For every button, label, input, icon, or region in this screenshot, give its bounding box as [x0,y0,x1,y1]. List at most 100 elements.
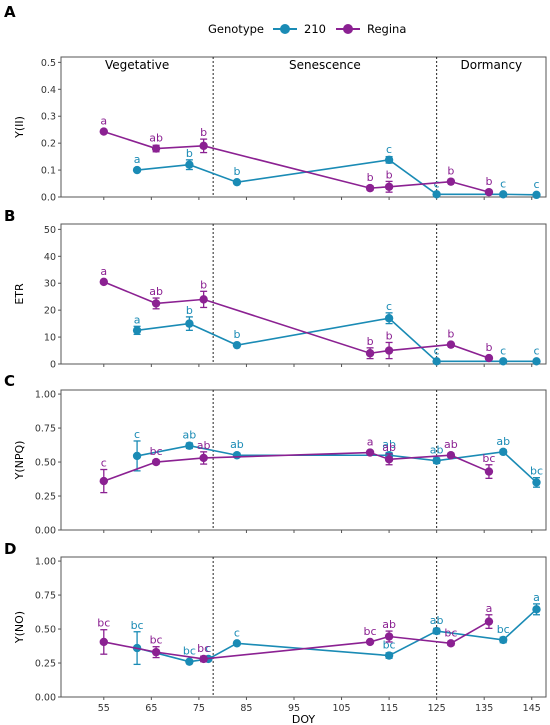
significance-label-210: c [386,300,392,313]
data-point-regina [199,453,208,463]
data-point-regina [484,617,494,626]
data-point-210 [532,190,541,200]
y-tick-label: 20 [44,306,56,317]
data-point-210 [432,456,441,465]
panel-letter-b: B [4,207,15,225]
legend-label-210: 210 [304,22,326,36]
y-tick-label: 0.1 [41,166,56,177]
significance-label-regina: b [367,335,374,348]
legend: Genotype 210 Regina [208,22,406,36]
y-tick-label: 0 [50,360,56,371]
data-point-regina [484,467,494,476]
y-tick-label: 0.0 [41,193,56,204]
legend-label-regina: Regina [367,22,406,36]
data-point-regina [99,637,108,647]
series-line-210 [136,317,537,363]
significance-label-regina: b [447,165,454,178]
data-point-210 [432,626,441,636]
phase-label-senescence: Senescence [289,58,361,72]
legend-marker-210 [280,24,290,34]
data-point-regina [199,141,208,151]
y-axis-title: Y(NPQ) [13,441,26,481]
significance-label-210: c [134,428,140,441]
y-tick-label: 1.00 [35,390,56,401]
significance-label-regina: bc [482,452,495,465]
significance-label-210: bc [497,623,510,636]
data-point-regina [484,353,494,363]
significance-label-210: c [500,177,506,190]
y-tick-label: 1.00 [35,557,56,568]
data-point-210 [185,441,194,450]
y-tick-label: 0.2 [41,139,56,150]
x-tick-label: 95 [288,703,300,714]
significance-label-210: bc [530,465,543,478]
y-tick-label: 0.75 [35,591,56,602]
significance-label-regina: bc [150,445,163,458]
y-tick-label: 10 [44,333,56,344]
significance-label-regina: b [367,171,374,184]
series-line-210 [136,159,537,196]
x-tick-label: 125 [428,703,446,714]
x-tick-label: 85 [240,703,252,714]
significance-label-210: c [500,344,506,357]
data-point-regina [199,654,208,664]
x-tick-label: 65 [145,703,157,714]
data-point-regina [99,476,108,486]
y-axis-title: Y(NO) [13,611,26,644]
phase-label-vegetative: Vegetative [105,58,169,72]
plot-frame [60,389,547,531]
significance-label-regina: b [485,341,492,354]
data-point-regina [365,349,375,358]
significance-label-regina: b [200,278,207,291]
significance-label-regina: bc [97,617,110,630]
y-axis-title: Y(II) [13,116,26,139]
y-tick-label: 0.5 [41,58,56,69]
data-point-210 [532,605,541,614]
significance-label-210: b [233,328,240,341]
significance-label-regina: ab [382,618,396,631]
significance-label-210: ab [496,435,510,448]
data-point-regina [384,182,394,191]
significance-label-210: a [533,591,540,604]
data-point-210 [132,326,142,335]
data-point-210 [132,165,142,175]
data-point-regina [446,177,456,186]
data-point-210 [432,190,441,199]
significance-label-regina: a [100,115,107,128]
significance-label-regina: ab [149,285,163,298]
significance-label-210: ab [382,438,396,451]
significance-label-regina: bc [197,642,210,655]
panel-d: D 0.00 0.25 0.50 0.75 1.00 55 65 75 85 95 105 115 125… [4,540,547,725]
data-point-regina [446,451,456,460]
significance-label-regina: b [200,126,207,139]
panel-letter-a: A [4,3,16,21]
data-point-210 [232,451,242,460]
data-point-regina [365,183,375,193]
significance-label-210: a [134,313,141,326]
significance-label-210: b [186,147,193,160]
significance-label-regina: bc [364,625,377,638]
significance-label-regina: b [447,328,454,341]
significance-label-210: b [233,165,240,178]
x-tick-label: 115 [380,703,398,714]
y-tick-label: 0.75 [35,424,56,435]
plot-frame [60,556,547,698]
panel-letter-c: C [4,372,15,390]
data-point-regina [151,144,161,153]
data-point-210 [232,639,242,648]
y-tick-label: 0.50 [35,625,56,636]
significance-label-210: bc [131,619,144,632]
significance-label-210: c [434,344,440,357]
significance-label-regina: ab [197,439,211,452]
data-point-regina [365,637,375,647]
significance-label-210: c [234,626,240,639]
significance-label-regina: ab [149,132,163,145]
data-point-210 [185,319,194,328]
data-point-regina [99,277,108,287]
data-point-210 [499,635,508,645]
data-point-210 [499,357,508,366]
significance-label-regina: a [486,602,493,615]
y-tick-label: 40 [44,252,56,263]
data-point-210 [185,160,194,169]
